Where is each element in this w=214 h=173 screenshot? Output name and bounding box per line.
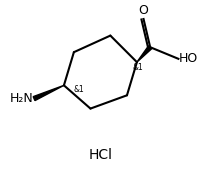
Polygon shape [137,46,152,62]
Text: HO: HO [179,52,198,65]
Text: O: O [139,3,149,16]
Text: &1: &1 [73,85,84,94]
Text: HCl: HCl [88,148,112,162]
Polygon shape [33,85,64,101]
Text: &1: &1 [133,63,144,72]
Text: H₂N: H₂N [9,92,33,105]
